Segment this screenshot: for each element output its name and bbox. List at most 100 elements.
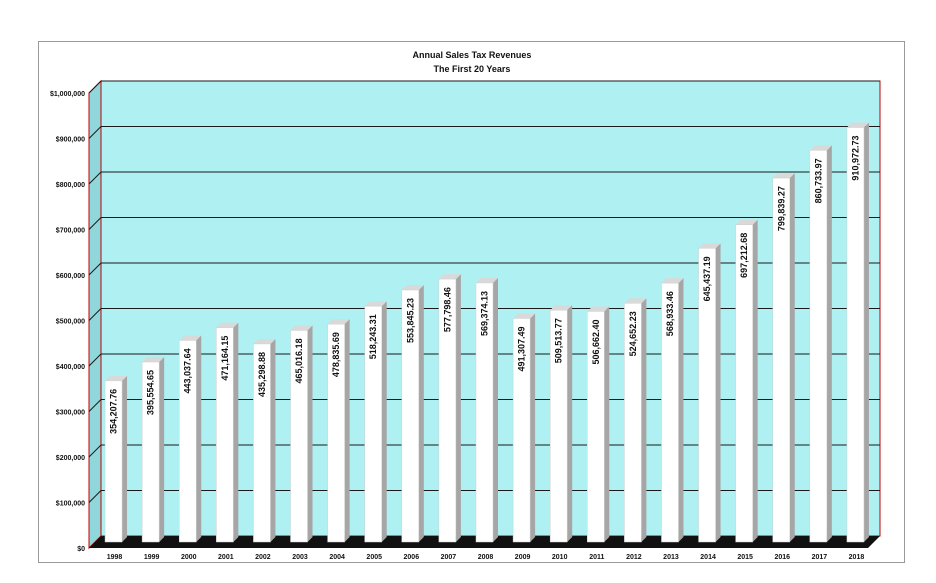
x-tick-label: 2014 (700, 554, 716, 561)
y-tick-label: $900,000 (56, 137, 85, 144)
bar-front (512, 318, 531, 543)
x-tick-label: 2015 (737, 554, 753, 561)
gridline-side (88, 490, 102, 503)
bar-top (698, 243, 721, 249)
bar-top (661, 278, 684, 284)
bar-front (438, 278, 457, 543)
bar-side (826, 145, 832, 543)
bar-top (327, 319, 350, 325)
bar-front (698, 248, 716, 543)
bar-value-label: 443,037.64 (183, 348, 193, 393)
bar-value-label: 471,164.15 (220, 336, 230, 381)
bar-side (752, 219, 758, 542)
bar-side (641, 298, 647, 542)
bar-top (290, 325, 313, 331)
bar-top (772, 173, 795, 179)
bar-2014 (698, 243, 721, 543)
bar-front (475, 282, 494, 543)
bar-side (789, 173, 795, 543)
bar-side (418, 285, 424, 542)
bar-value-label: 465,016.18 (294, 338, 304, 383)
bar-value-label: 395,554.65 (146, 370, 156, 415)
bar-1998 (104, 375, 128, 543)
bar-2009 (512, 313, 536, 543)
y-tick-label: $400,000 (56, 364, 85, 371)
x-tick-label: 2001 (218, 554, 234, 561)
y-tick-label: $700,000 (56, 228, 85, 235)
bar-side (381, 301, 387, 542)
bar-2017 (809, 145, 832, 543)
bar-2012 (624, 298, 647, 543)
bar-front (327, 323, 345, 543)
bar-top (587, 306, 610, 312)
bar-value-label: 435,298.88 (257, 352, 267, 397)
bar-value-label: 568,933.46 (665, 291, 675, 336)
x-tick-label: 2011 (589, 554, 604, 561)
y-tick-label: $600,000 (56, 273, 85, 280)
bars (104, 122, 869, 543)
bar-2010 (549, 305, 573, 543)
bar-front (624, 303, 642, 543)
x-tick-label: 2000 (181, 554, 197, 561)
bar-side (270, 338, 276, 542)
bar-side (233, 322, 239, 542)
bar-side (678, 278, 684, 542)
bar-front (809, 150, 828, 543)
bar-2015 (735, 219, 758, 543)
bar-side (344, 319, 350, 542)
bar-top (179, 335, 202, 341)
bar-2007 (438, 274, 461, 543)
bar-top (438, 274, 461, 280)
bar-value-label: 478,835.69 (331, 332, 341, 377)
x-tick-label: 2006 (404, 554, 420, 561)
bar-2011 (587, 306, 610, 543)
x-axis-tick-labels: 1998 1999 2000 2001 2002 2003 2004 2005 2006 2007… (107, 554, 865, 561)
bar-value-label: 569,374.13 (480, 291, 490, 336)
gridline-side (88, 217, 102, 230)
bar-front (216, 327, 234, 543)
bar-front (661, 282, 679, 543)
y-tick-label: $0 (77, 546, 85, 553)
bar-value-label: 553,845.23 (405, 298, 415, 343)
bar-value-label: 518,243.31 (368, 314, 378, 359)
x-tick-label: 2017 (812, 554, 828, 561)
x-tick-label: 2016 (774, 554, 790, 561)
bar-value-label: 910,972.73 (850, 136, 860, 181)
bar-front (735, 224, 753, 543)
bar-top (513, 313, 536, 319)
bar-value-label: 860,733.97 (813, 158, 823, 203)
bar-value-label: 697,212.68 (739, 233, 749, 278)
bar-1999 (141, 357, 165, 543)
bar-front (401, 289, 420, 543)
bar-top (364, 301, 387, 307)
bar-side (493, 277, 498, 542)
x-tick-label: 2012 (626, 554, 642, 561)
bar-front (290, 330, 308, 543)
bar-top (846, 122, 869, 128)
bar-front (549, 309, 568, 543)
gridline-side (88, 171, 102, 185)
y-axis-tick-labels: $0 $100,000 $200,000 $300,000 $400,000 $500,0… (50, 91, 85, 553)
bar-front (846, 127, 865, 543)
bar-top (253, 338, 276, 344)
bar-side (122, 375, 128, 542)
bar-2013 (661, 278, 684, 543)
bar-top (735, 219, 758, 225)
x-tick-label: 2005 (366, 554, 382, 561)
bar-2001 (216, 322, 239, 543)
bar-2002 (253, 338, 276, 543)
bar-side (604, 306, 610, 542)
x-tick-label: 1999 (144, 554, 160, 561)
x-tick-label: 2002 (255, 554, 271, 561)
x-tick-label: 2009 (515, 554, 531, 561)
bar-value-label: 354,207.76 (109, 389, 119, 434)
gridline-side (88, 262, 102, 276)
gridline-side (88, 308, 102, 321)
y-tick-label: $300,000 (56, 410, 85, 417)
bar-value-label: 645,437.19 (702, 256, 712, 301)
bar-side (567, 305, 573, 542)
bar-side (455, 274, 461, 542)
bar-front (141, 361, 160, 543)
gridline-side (88, 444, 102, 458)
